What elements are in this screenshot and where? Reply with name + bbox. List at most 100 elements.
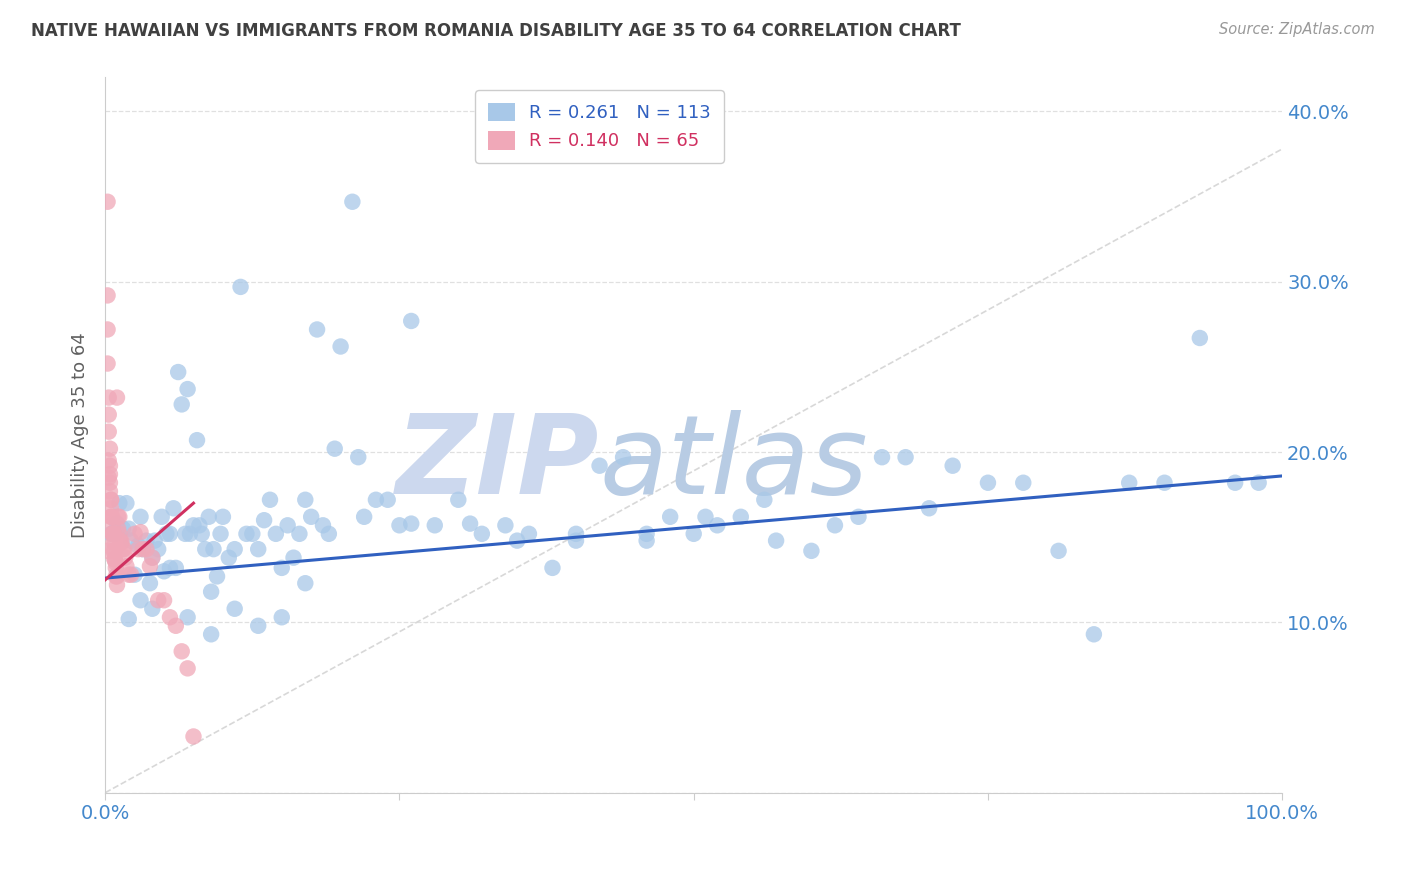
Point	[129, 509, 152, 524]
Point	[190, 526, 212, 541]
Point	[104, 561, 127, 575]
Point	[153, 564, 176, 578]
Point	[129, 525, 152, 540]
Point	[229, 280, 252, 294]
Point	[104, 535, 127, 549]
Point	[159, 561, 181, 575]
Point	[97, 194, 120, 209]
Point	[612, 450, 634, 465]
Point	[103, 535, 125, 549]
Point	[148, 593, 170, 607]
Point	[101, 509, 124, 524]
Text: atlas: atlas	[599, 410, 868, 517]
Point	[100, 492, 122, 507]
Point	[695, 509, 717, 524]
Point	[135, 542, 157, 557]
Point	[765, 533, 787, 548]
Point	[139, 576, 162, 591]
Point	[111, 535, 134, 549]
Point	[105, 578, 128, 592]
Point	[824, 518, 846, 533]
Point	[104, 556, 127, 570]
Point	[870, 450, 893, 465]
Point	[120, 533, 142, 548]
Point	[183, 518, 205, 533]
Point	[108, 496, 131, 510]
Point	[107, 522, 129, 536]
Point	[659, 509, 682, 524]
Point	[565, 526, 588, 541]
Point	[458, 516, 481, 531]
Point	[118, 522, 141, 536]
Point	[165, 619, 187, 633]
Point	[194, 542, 217, 557]
Point	[353, 509, 375, 524]
Point	[104, 569, 127, 583]
Point	[98, 484, 121, 499]
Point	[329, 339, 352, 353]
Point	[294, 492, 316, 507]
Point	[388, 518, 411, 533]
Point	[636, 526, 658, 541]
Point	[235, 526, 257, 541]
Point	[100, 526, 122, 541]
Point	[150, 509, 173, 524]
Point	[118, 567, 141, 582]
Point	[176, 661, 198, 675]
Point	[588, 458, 610, 473]
Point	[307, 322, 329, 336]
Point	[98, 467, 121, 482]
Point	[170, 644, 193, 658]
Point	[118, 612, 141, 626]
Point	[135, 533, 157, 548]
Point	[494, 518, 516, 533]
Text: NATIVE HAWAIIAN VS IMMIGRANTS FROM ROMANIA DISABILITY AGE 35 TO 64 CORRELATION C: NATIVE HAWAIIAN VS IMMIGRANTS FROM ROMAN…	[31, 22, 960, 40]
Point	[364, 492, 387, 507]
Point	[97, 425, 120, 439]
Point	[754, 492, 776, 507]
Point	[270, 610, 292, 624]
Point	[186, 433, 208, 447]
Point	[98, 442, 121, 456]
Point	[107, 509, 129, 524]
Point	[132, 542, 155, 557]
Point	[506, 533, 529, 548]
Point	[682, 526, 704, 541]
Point	[112, 542, 135, 557]
Point	[183, 730, 205, 744]
Point	[848, 509, 870, 524]
Point	[104, 526, 127, 541]
Point	[209, 526, 232, 541]
Point	[541, 561, 564, 575]
Point	[200, 584, 222, 599]
Point	[100, 509, 122, 524]
Point	[1012, 475, 1035, 490]
Point	[517, 526, 540, 541]
Point	[299, 509, 322, 524]
Point	[270, 561, 292, 575]
Point	[399, 314, 422, 328]
Point	[103, 544, 125, 558]
Point	[129, 593, 152, 607]
Point	[197, 509, 219, 524]
Point	[323, 442, 346, 456]
Point	[104, 544, 127, 558]
Point	[101, 526, 124, 541]
Point	[141, 601, 163, 615]
Point	[159, 526, 181, 541]
Point	[143, 533, 166, 548]
Point	[100, 509, 122, 524]
Point	[139, 559, 162, 574]
Point	[565, 533, 588, 548]
Point	[730, 509, 752, 524]
Point	[98, 458, 121, 473]
Point	[153, 593, 176, 607]
Point	[97, 408, 120, 422]
Text: ZIP: ZIP	[396, 410, 599, 517]
Point	[124, 526, 146, 541]
Point	[120, 567, 142, 582]
Point	[471, 526, 494, 541]
Point	[101, 526, 124, 541]
Point	[108, 509, 131, 524]
Point	[247, 619, 270, 633]
